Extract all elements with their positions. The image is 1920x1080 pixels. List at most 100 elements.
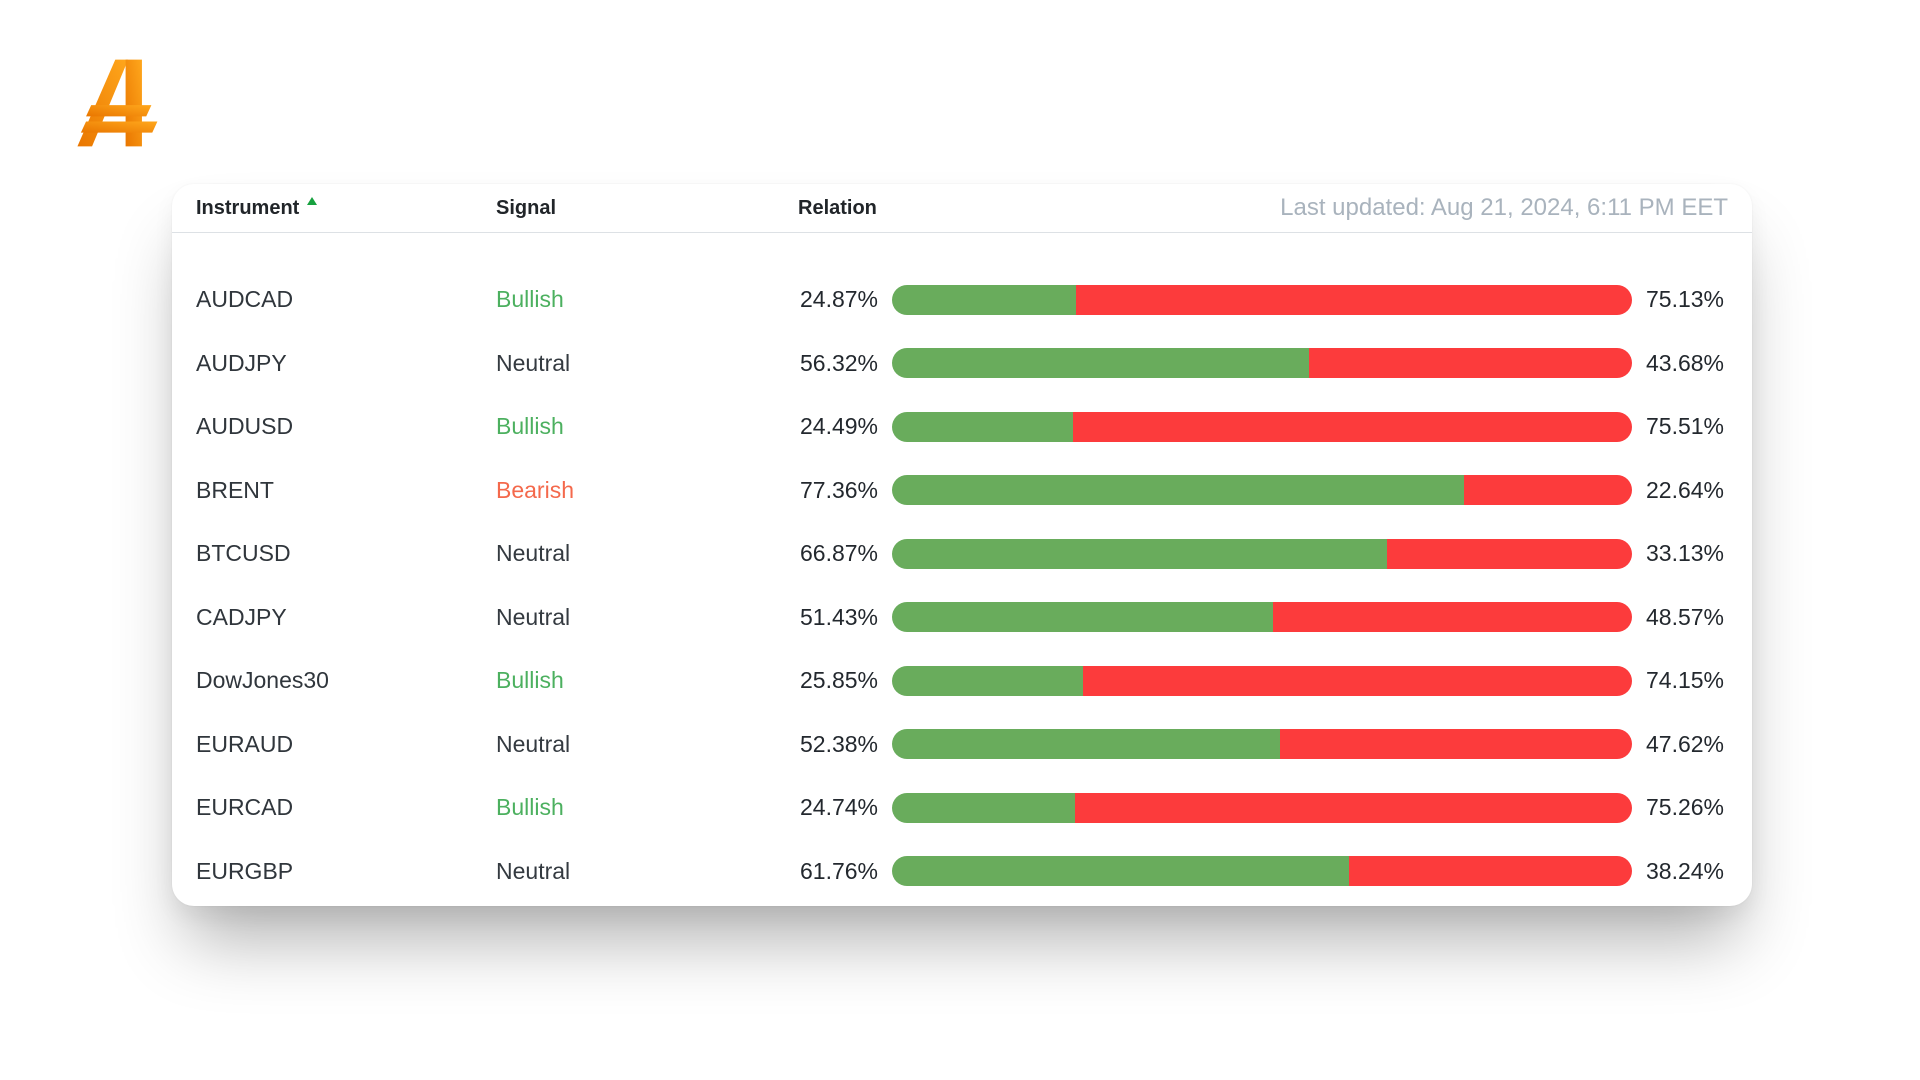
instrument-label: DowJones30	[196, 667, 329, 694]
bar-long-segment	[892, 792, 1076, 823]
table-row: AUDJPY Neutral 56.32% 43.68%	[172, 332, 1752, 396]
short-percent-label: 22.64%	[1646, 476, 1725, 503]
bar-long-segment	[892, 411, 1074, 442]
instrument-label: AUDUSD	[196, 413, 294, 440]
signal-label: Bullish	[496, 794, 564, 821]
table-row: AUDUSD Bullish 24.49% 75.51%	[172, 395, 1752, 459]
column-header-instrument[interactable]: Instrument	[196, 196, 482, 220]
sentiment-bar	[892, 284, 1632, 315]
signal-label: Neutral	[496, 730, 571, 757]
long-percent-label: 51.43%	[799, 603, 878, 630]
sentiment-bar-track	[892, 792, 1632, 823]
instrument-label: BTCUSD	[196, 540, 291, 567]
table-body: AUDCAD Bullish 24.87% 75.13% AUDJPY Neut…	[172, 233, 1752, 903]
bar-short-segment	[1076, 284, 1632, 315]
column-header-signal[interactable]: Signal	[496, 196, 557, 219]
table-row: EURAUD Neutral 52.38% 47.62%	[172, 713, 1752, 777]
sentiment-bar	[892, 792, 1632, 823]
column-header-relation[interactable]: Relation	[798, 196, 877, 219]
short-percent-label: 74.15%	[1646, 667, 1725, 694]
instrument-label: AUDCAD	[196, 286, 294, 313]
sentiment-card: Instrument Signal Relation Last updated:…	[172, 184, 1752, 906]
sentiment-bar-track	[892, 665, 1632, 696]
sentiment-bar-track	[892, 348, 1632, 379]
bar-long-segment	[892, 475, 1465, 506]
bar-short-segment	[1386, 538, 1632, 569]
bar-short-segment	[1464, 475, 1632, 506]
signal-label: Bullish	[496, 667, 564, 694]
signal-label: Neutral	[496, 349, 571, 376]
instrument-label: EURGBP	[196, 857, 294, 884]
bar-short-segment	[1083, 665, 1632, 696]
sort-asc-icon	[307, 196, 318, 205]
instrument-label: BRENT	[196, 476, 274, 503]
sentiment-bar-track	[892, 602, 1632, 633]
sentiment-bar-track	[892, 856, 1632, 887]
bar-long-segment	[892, 348, 1309, 379]
long-percent-label: 61.76%	[799, 857, 878, 884]
signal-label: Neutral	[496, 857, 571, 884]
column-header-instrument-label: Instrument	[196, 196, 300, 219]
long-percent-label: 56.32%	[799, 349, 878, 376]
instrument-label: AUDJPY	[196, 349, 287, 376]
short-percent-label: 75.13%	[1646, 286, 1725, 313]
bar-short-segment	[1279, 729, 1632, 760]
sentiment-bar-track	[892, 284, 1632, 315]
bar-long-segment	[892, 284, 1077, 315]
brand-logo	[77, 59, 158, 147]
long-percent-label: 52.38%	[799, 730, 878, 757]
signal-label: Bearish	[496, 476, 574, 503]
signal-label: Bullish	[496, 413, 564, 440]
sentiment-bar	[892, 665, 1632, 696]
short-percent-label: 43.68%	[1646, 349, 1725, 376]
bar-long-segment	[892, 856, 1350, 887]
bar-short-segment	[1272, 602, 1632, 633]
signal-label: Bullish	[496, 286, 564, 313]
short-percent-label: 48.57%	[1646, 603, 1725, 630]
instrument-label: EURCAD	[196, 794, 294, 821]
sentiment-bar	[892, 411, 1632, 442]
table-row: BTCUSD Neutral 66.87% 33.13%	[172, 522, 1752, 586]
last-updated-text: Last updated: Aug 21, 2024, 6:11 PM EET	[1280, 194, 1728, 221]
letter-a-icon	[77, 59, 158, 147]
long-percent-label: 25.85%	[799, 667, 878, 694]
sentiment-bar-track	[892, 475, 1632, 506]
table-row: EURCAD Bullish 24.74% 75.26%	[172, 776, 1752, 840]
short-percent-label: 75.26%	[1646, 794, 1725, 821]
sentiment-bar	[892, 856, 1632, 887]
long-percent-label: 24.74%	[799, 794, 878, 821]
sentiment-bar	[892, 475, 1632, 506]
long-percent-label: 66.87%	[799, 540, 878, 567]
bar-short-segment	[1349, 856, 1632, 887]
bar-long-segment	[892, 602, 1273, 633]
long-percent-label: 24.49%	[799, 413, 878, 440]
sentiment-bar-track	[892, 538, 1632, 569]
bar-short-segment	[1073, 411, 1632, 442]
short-percent-label: 38.24%	[1646, 857, 1725, 884]
bar-long-segment	[892, 538, 1387, 569]
bar-long-segment	[892, 665, 1084, 696]
table-row: EURGBP Neutral 61.76% 38.24%	[172, 840, 1752, 904]
sentiment-bar	[892, 538, 1632, 569]
bar-short-segment	[1308, 348, 1632, 379]
short-percent-label: 33.13%	[1646, 540, 1725, 567]
instrument-label: CADJPY	[196, 603, 287, 630]
table-row: BRENT Bearish 77.36% 22.64%	[172, 459, 1752, 523]
table-row: DowJones30 Bullish 25.85% 74.15%	[172, 649, 1752, 713]
bar-long-segment	[892, 729, 1280, 760]
sentiment-bar-track	[892, 729, 1632, 760]
long-percent-label: 24.87%	[799, 286, 878, 313]
long-percent-label: 77.36%	[799, 476, 878, 503]
table-header: Instrument Signal Relation Last updated:…	[172, 184, 1752, 233]
short-percent-label: 75.51%	[1646, 413, 1725, 440]
table-row: CADJPY Neutral 51.43% 48.57%	[172, 586, 1752, 650]
sentiment-bar-track	[892, 411, 1632, 442]
signal-label: Neutral	[496, 540, 571, 567]
bar-short-segment	[1075, 792, 1632, 823]
table-row: AUDCAD Bullish 24.87% 75.13%	[172, 268, 1752, 332]
short-percent-label: 47.62%	[1646, 730, 1725, 757]
signal-label: Neutral	[496, 603, 571, 630]
sentiment-bar	[892, 348, 1632, 379]
sentiment-bar	[892, 602, 1632, 633]
sentiment-bar	[892, 729, 1632, 760]
